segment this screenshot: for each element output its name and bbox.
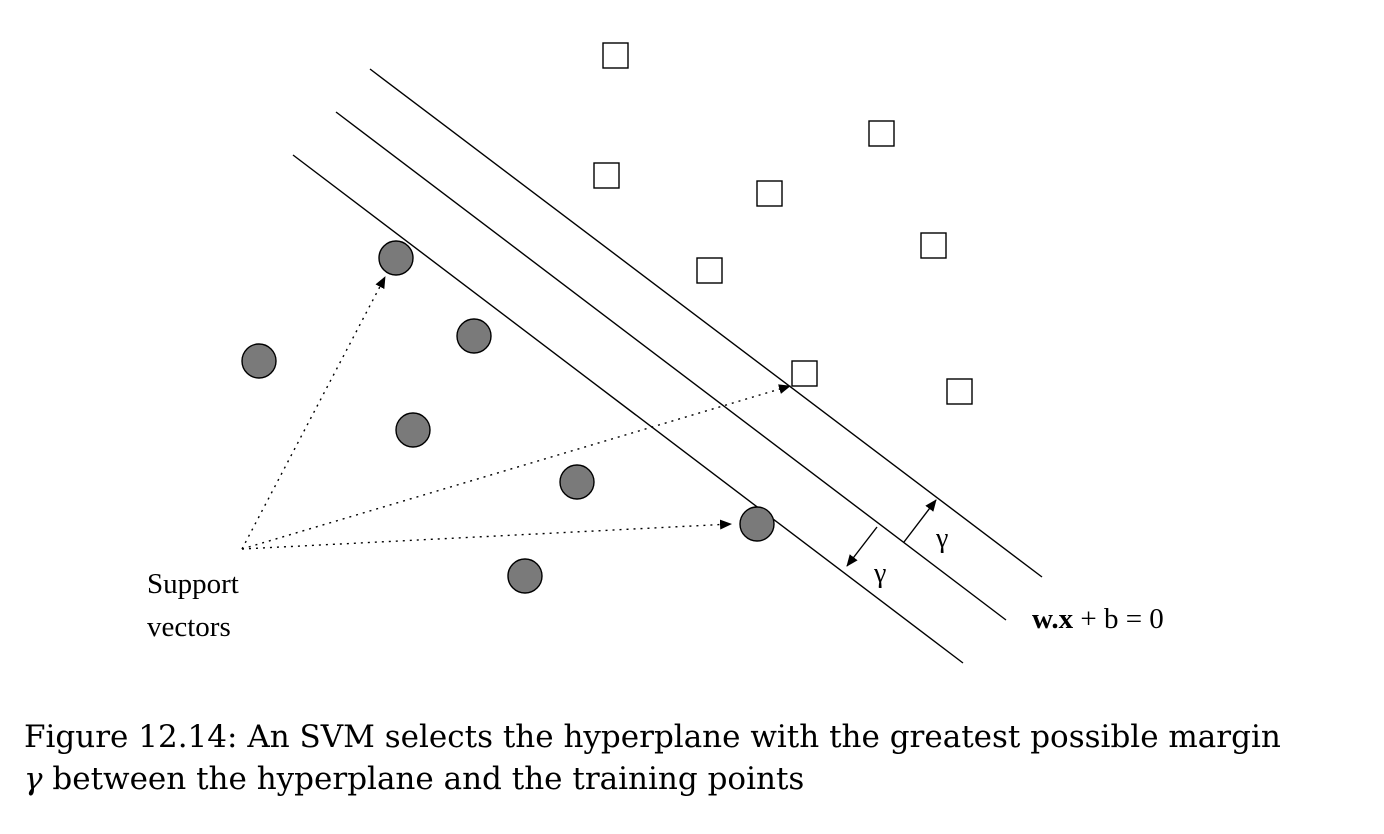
circle-point [241,343,277,379]
upper-margin-arrow [903,499,937,543]
lower-margin-arrow [846,526,878,567]
square-point [593,162,620,189]
margin-label-upper: γ [935,523,948,554]
circle-point [559,464,595,500]
caption-text-line1: An SVM selects the hyperplane with the g… [247,719,1281,755]
square-point [920,232,947,259]
square-point [791,360,818,387]
lower-margin-line [292,154,964,664]
caption-gamma-symbol: γ [24,761,43,797]
square-point [756,180,783,207]
caption-line-2: γ between the hyperplane and the trainin… [24,758,1364,800]
square-point [946,378,973,405]
support-vector-arrows [241,276,791,550]
square-point [602,42,629,69]
square-point [868,120,895,147]
circle-point [378,240,414,276]
caption-text-line2: between the hyperplane and the training … [52,761,805,797]
circle-point [507,558,543,594]
hyperplane-equation: w.x + b = 0 [1032,603,1164,635]
circle-point [395,412,431,448]
arrow-to-upper-circle [241,276,386,550]
square-point [696,257,723,284]
square-points [593,42,973,405]
circle-point [739,506,775,542]
hyperplane-line [335,111,1007,621]
upper-margin-line [369,68,1043,578]
arrow-to-square [241,384,791,550]
margin-label-lower: γ [873,558,886,589]
support-vectors-label-line1: Support [147,568,239,600]
circle-points [241,240,775,594]
support-vectors-label-line2: vectors [147,611,231,643]
caption-figure-number: Figure 12.14: [24,719,238,755]
hyperplane-equation-rest: + b = 0 [1073,603,1164,635]
hyperplane-equation-bold: w.x [1032,603,1074,635]
margin-arrows [846,499,937,567]
circle-point [456,318,492,354]
figure-caption: Figure 12.14: An SVM selects the hyperpl… [24,716,1364,800]
caption-line-1: Figure 12.14: An SVM selects the hyperpl… [24,716,1364,758]
arrow-to-lower-circle [241,519,732,550]
svm-diagram: γ γ w.x + b = 0 Support vectors [147,42,1164,664]
